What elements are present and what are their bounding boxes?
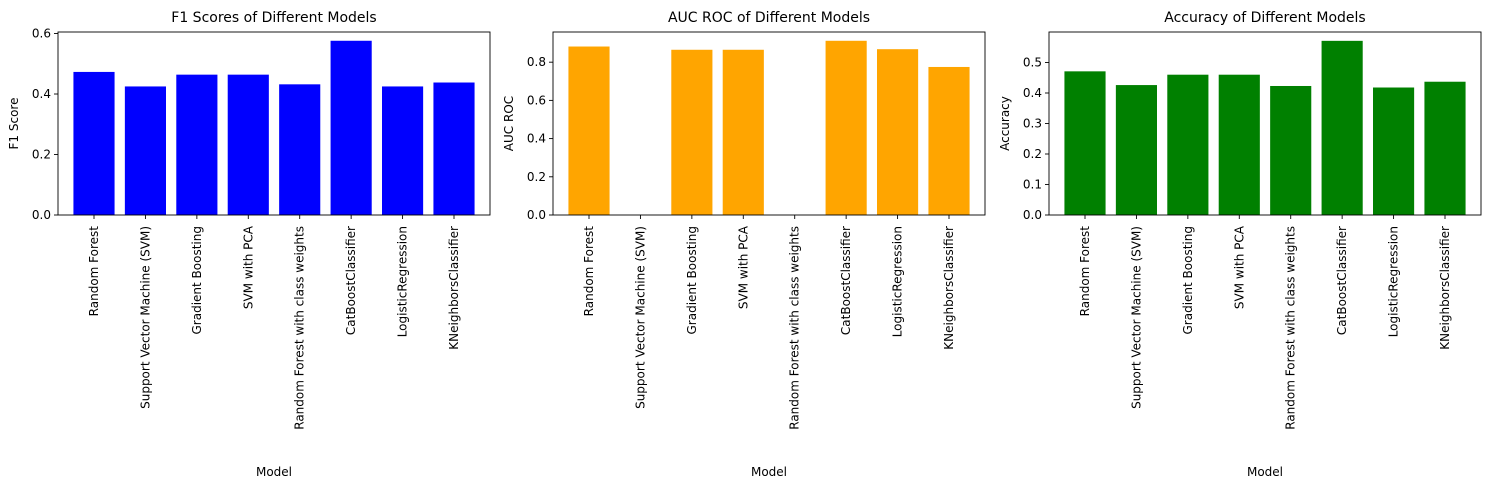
chart-panel-2: 0.0 0.1 0.2 0.3 0.4 0.5 Random Forest Support V…	[998, 10, 1482, 479]
bar	[382, 86, 424, 215]
x-axis-label: Model	[751, 465, 787, 479]
bar	[1167, 74, 1209, 215]
x-tick-label: Random Forest with class weights	[293, 226, 307, 430]
x-tick-label: LogisticRegression	[891, 226, 905, 337]
y-tick-label: 0.1	[1023, 178, 1042, 192]
x-axis-label: Model	[1247, 465, 1283, 479]
y-tick-label: 0.6	[527, 93, 546, 107]
x-tick-label: LogisticRegression	[396, 226, 410, 337]
chart-title: F1 Scores of Different Models	[171, 10, 376, 26]
y-axis-label: AUC ROC	[502, 96, 516, 151]
y-tick-label: 0.2	[527, 170, 546, 184]
bar	[73, 71, 115, 216]
y-tick-label: 0.2	[1023, 147, 1042, 161]
bar	[1064, 71, 1106, 215]
x-tick-label: Support Vector Machine (SVM)	[138, 226, 152, 409]
bar	[928, 66, 970, 216]
x-tick-label: SVM with PCA	[241, 225, 255, 309]
x-axis-label: Model	[256, 465, 292, 479]
x-tick-label: LogisticRegression	[1387, 226, 1401, 337]
bar	[227, 74, 269, 216]
x-tick-label: CatBoostClassifier	[344, 226, 358, 335]
x-tick-label: Support Vector Machine (SVM)	[633, 226, 647, 409]
x-tick-label: Random Forest	[582, 226, 596, 317]
x-tick-label: Support Vector Machine (SVM)	[1129, 226, 1143, 409]
y-tick-label: 0.0	[1023, 208, 1042, 222]
y-tick-label: 0.0	[527, 208, 546, 222]
x-tick-label: Random Forest	[1078, 226, 1092, 317]
x-tick-label: SVM with PCA	[1232, 225, 1246, 309]
bar	[722, 49, 764, 215]
chart-title: AUC ROC of Different Models	[668, 10, 870, 26]
bar	[671, 49, 713, 215]
bar	[433, 82, 475, 215]
y-tick-label: 0.8	[527, 55, 546, 69]
bar	[1270, 85, 1312, 216]
y-axis-label: Accuracy	[998, 96, 1012, 151]
y-tick-label: 0.5	[1023, 56, 1042, 70]
axes-frame	[57, 31, 491, 216]
y-tick-label: 0.4	[1023, 86, 1042, 100]
x-tick-label: KNeighborsClassifier	[942, 226, 956, 350]
x-tick-label: KNeighborsClassifier	[447, 226, 461, 350]
x-tick-label: Random Forest	[87, 226, 101, 317]
x-tick-label: Gradient Boosting	[190, 226, 204, 334]
chart-title: Accuracy of Different Models	[1164, 10, 1365, 26]
y-axis-label: F1 Score	[7, 98, 21, 150]
bar	[825, 40, 867, 215]
y-tick-label: 0.4	[32, 87, 51, 101]
x-tick-label: KNeighborsClassifier	[1438, 226, 1452, 350]
bar	[568, 46, 610, 215]
chart-panel-0: 0.0 0.2 0.4 0.6 Random Forest Support Vector …	[7, 10, 491, 479]
x-tick-label: Random Forest with class weights	[788, 226, 802, 430]
bar	[330, 40, 372, 215]
x-tick-label: Gradient Boosting	[685, 226, 699, 334]
bar	[877, 49, 919, 215]
bar	[176, 74, 218, 216]
bar	[1424, 81, 1466, 215]
x-tick-label: Gradient Boosting	[1181, 226, 1195, 334]
bar	[1373, 87, 1415, 215]
bar	[279, 84, 321, 215]
bar	[124, 86, 166, 215]
y-tick-label: 0.3	[1023, 117, 1042, 131]
chart-panel-1: 0.0 0.2 0.4 0.6 0.8 Random Forest Support Vect…	[502, 10, 986, 479]
axes-frame	[1048, 31, 1482, 216]
x-tick-label: CatBoostClassifier	[1335, 226, 1349, 335]
x-tick-label: CatBoostClassifier	[839, 226, 853, 335]
bar	[1115, 85, 1157, 215]
y-tick-label: 0.4	[527, 132, 546, 146]
axes-frame	[552, 31, 986, 216]
x-tick-label: SVM with PCA	[736, 225, 750, 309]
x-tick-label: Random Forest with class weights	[1284, 226, 1298, 430]
y-tick-label: 0.0	[32, 208, 51, 222]
bar	[1218, 74, 1260, 215]
y-tick-label: 0.6	[32, 27, 51, 41]
y-tick-label: 0.2	[32, 148, 51, 162]
bar	[1321, 40, 1363, 216]
